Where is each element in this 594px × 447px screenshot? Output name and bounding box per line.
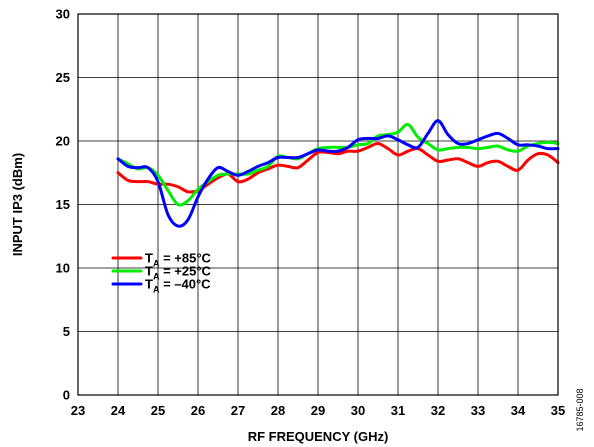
- y-tick-label: 10: [56, 261, 70, 276]
- x-tick-label: 26: [191, 403, 205, 418]
- y-tick-label: 5: [63, 324, 70, 339]
- x-tick-label: 35: [551, 403, 565, 418]
- y-tick-label: 30: [56, 7, 70, 22]
- plot-frame: [77, 13, 559, 396]
- x-tick-label: 28: [271, 403, 285, 418]
- series-line-2: [116, 122, 560, 207]
- legend: TA = +85°CTA = +25°CTA = –40°C: [111, 251, 212, 295]
- y-tick-label: 15: [56, 197, 70, 212]
- x-tick-label: 33: [471, 403, 485, 418]
- x-tick-label: 29: [311, 403, 325, 418]
- y-tick-labels: 0 5 10 15 20 25 30: [56, 7, 70, 403]
- legend-label-3: TA = –40°C: [145, 277, 211, 295]
- series-line-1: [116, 142, 560, 194]
- series-lines: [116, 119, 560, 228]
- x-axis-title: RF FREQUENCY (GHz): [248, 429, 389, 444]
- y-tick-label: 20: [56, 134, 70, 149]
- x-tick-label: 23: [71, 403, 85, 418]
- series-line-3: [116, 119, 560, 228]
- figure-id: 16785-008: [575, 388, 585, 431]
- x-tick-label: 25: [151, 403, 165, 418]
- x-tick-labels: 23 24 25 26 27 28 29 30 31 32 33 34 35: [71, 403, 565, 418]
- x-tick-label: 30: [351, 403, 365, 418]
- y-tick-label: 0: [63, 388, 70, 403]
- x-tick-label: 31: [391, 403, 405, 418]
- legend-label-2: TA = +25°C: [145, 264, 212, 282]
- y-tick-label: 25: [56, 70, 70, 85]
- legend-label-1: TA = +85°C: [145, 251, 212, 269]
- x-tick-label: 27: [231, 403, 245, 418]
- x-tick-label: 24: [111, 403, 126, 418]
- x-tick-label: 34: [511, 403, 526, 418]
- y-axis-title: INPUT IP3 (dBm): [10, 153, 25, 256]
- x-tick-label: 32: [431, 403, 445, 418]
- grid: [77, 13, 559, 396]
